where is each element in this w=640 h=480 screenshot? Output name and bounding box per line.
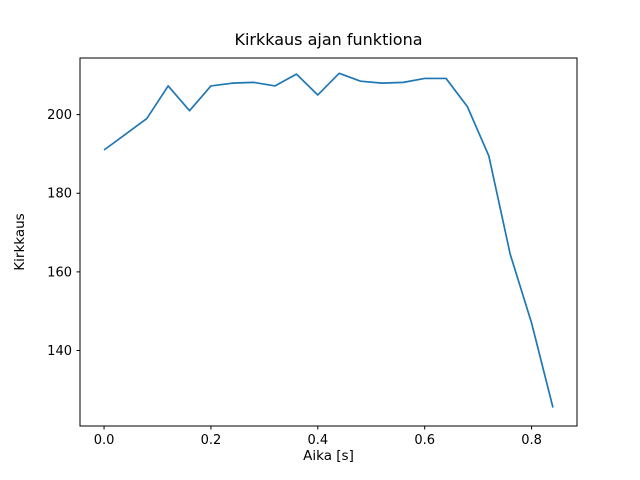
chart-title: Kirkkaus ajan funktiona — [234, 30, 422, 49]
x-tick-label: 0.6 — [414, 433, 435, 448]
x-tick-label: 0.2 — [201, 433, 222, 448]
x-tick-label: 0.8 — [521, 433, 542, 448]
axis-ticks: 0.0 0.2 0.4 0.6 0.8 140 160 180 200 — [47, 108, 542, 448]
y-tick-label: 200 — [47, 108, 72, 123]
plot-frame — [79, 57, 578, 427]
y-tick-label: 160 — [47, 265, 72, 280]
y-tick-label: 180 — [47, 187, 72, 202]
data-line — [103, 72, 554, 408]
y-tick-label: 140 — [47, 344, 72, 359]
x-tick-label: 0.0 — [94, 433, 115, 448]
y-axis-label: Kirkkaus — [12, 213, 28, 270]
x-tick-label: 0.4 — [307, 433, 328, 448]
x-axis-label: Aika [s] — [303, 448, 354, 464]
